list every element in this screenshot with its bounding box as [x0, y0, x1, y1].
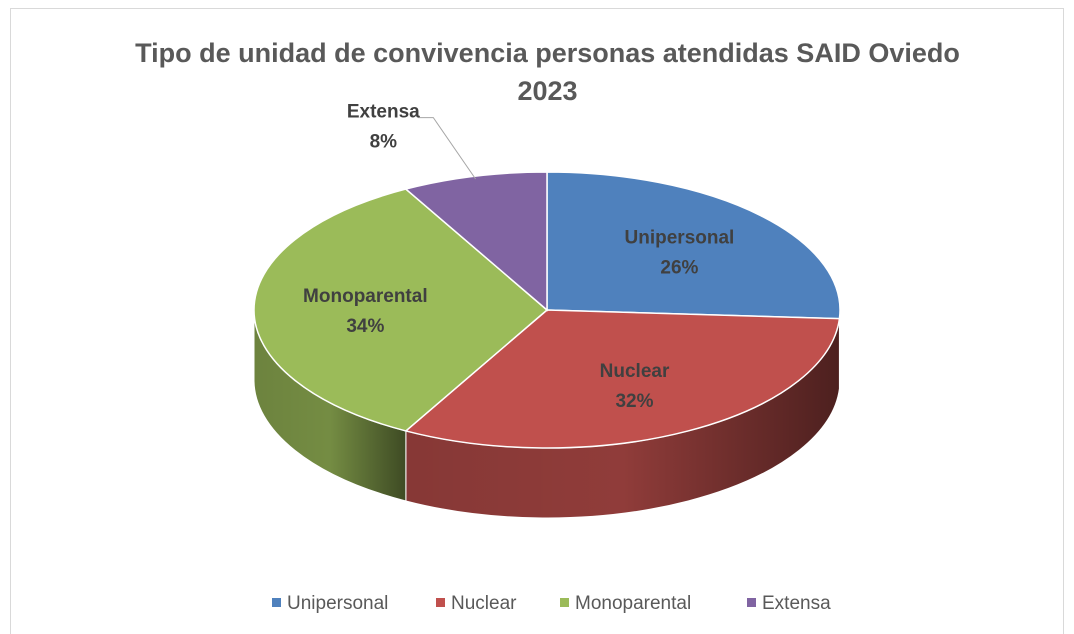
- data-label-name: Unipersonal: [625, 227, 735, 248]
- data-label-value: 32%: [615, 391, 653, 412]
- legend-label: Monoparental: [575, 593, 691, 614]
- chart-frame: [10, 8, 1064, 634]
- legend-swatch: [747, 598, 756, 607]
- legend-swatch: [436, 598, 445, 607]
- slice: [253, 188, 549, 432]
- data-label-name: Nuclear: [600, 361, 670, 382]
- legend-swatch: [560, 598, 569, 607]
- legend-label: Extensa: [762, 593, 831, 614]
- slice: [404, 309, 841, 449]
- legend-swatch: [272, 598, 281, 607]
- data-label-value: 8%: [370, 132, 398, 153]
- leader-line: [418, 117, 477, 180]
- data-label-name: Extensa: [347, 102, 420, 123]
- data-label-value: 26%: [660, 257, 698, 278]
- legend-label: Nuclear: [451, 593, 517, 614]
- chart-title: Tipo de unidad de convivencia personas a…: [135, 38, 960, 106]
- legend-label: Unipersonal: [287, 593, 388, 614]
- slice: [546, 171, 841, 320]
- data-label-name: Monoparental: [303, 286, 428, 307]
- data-label-value: 34%: [346, 316, 384, 337]
